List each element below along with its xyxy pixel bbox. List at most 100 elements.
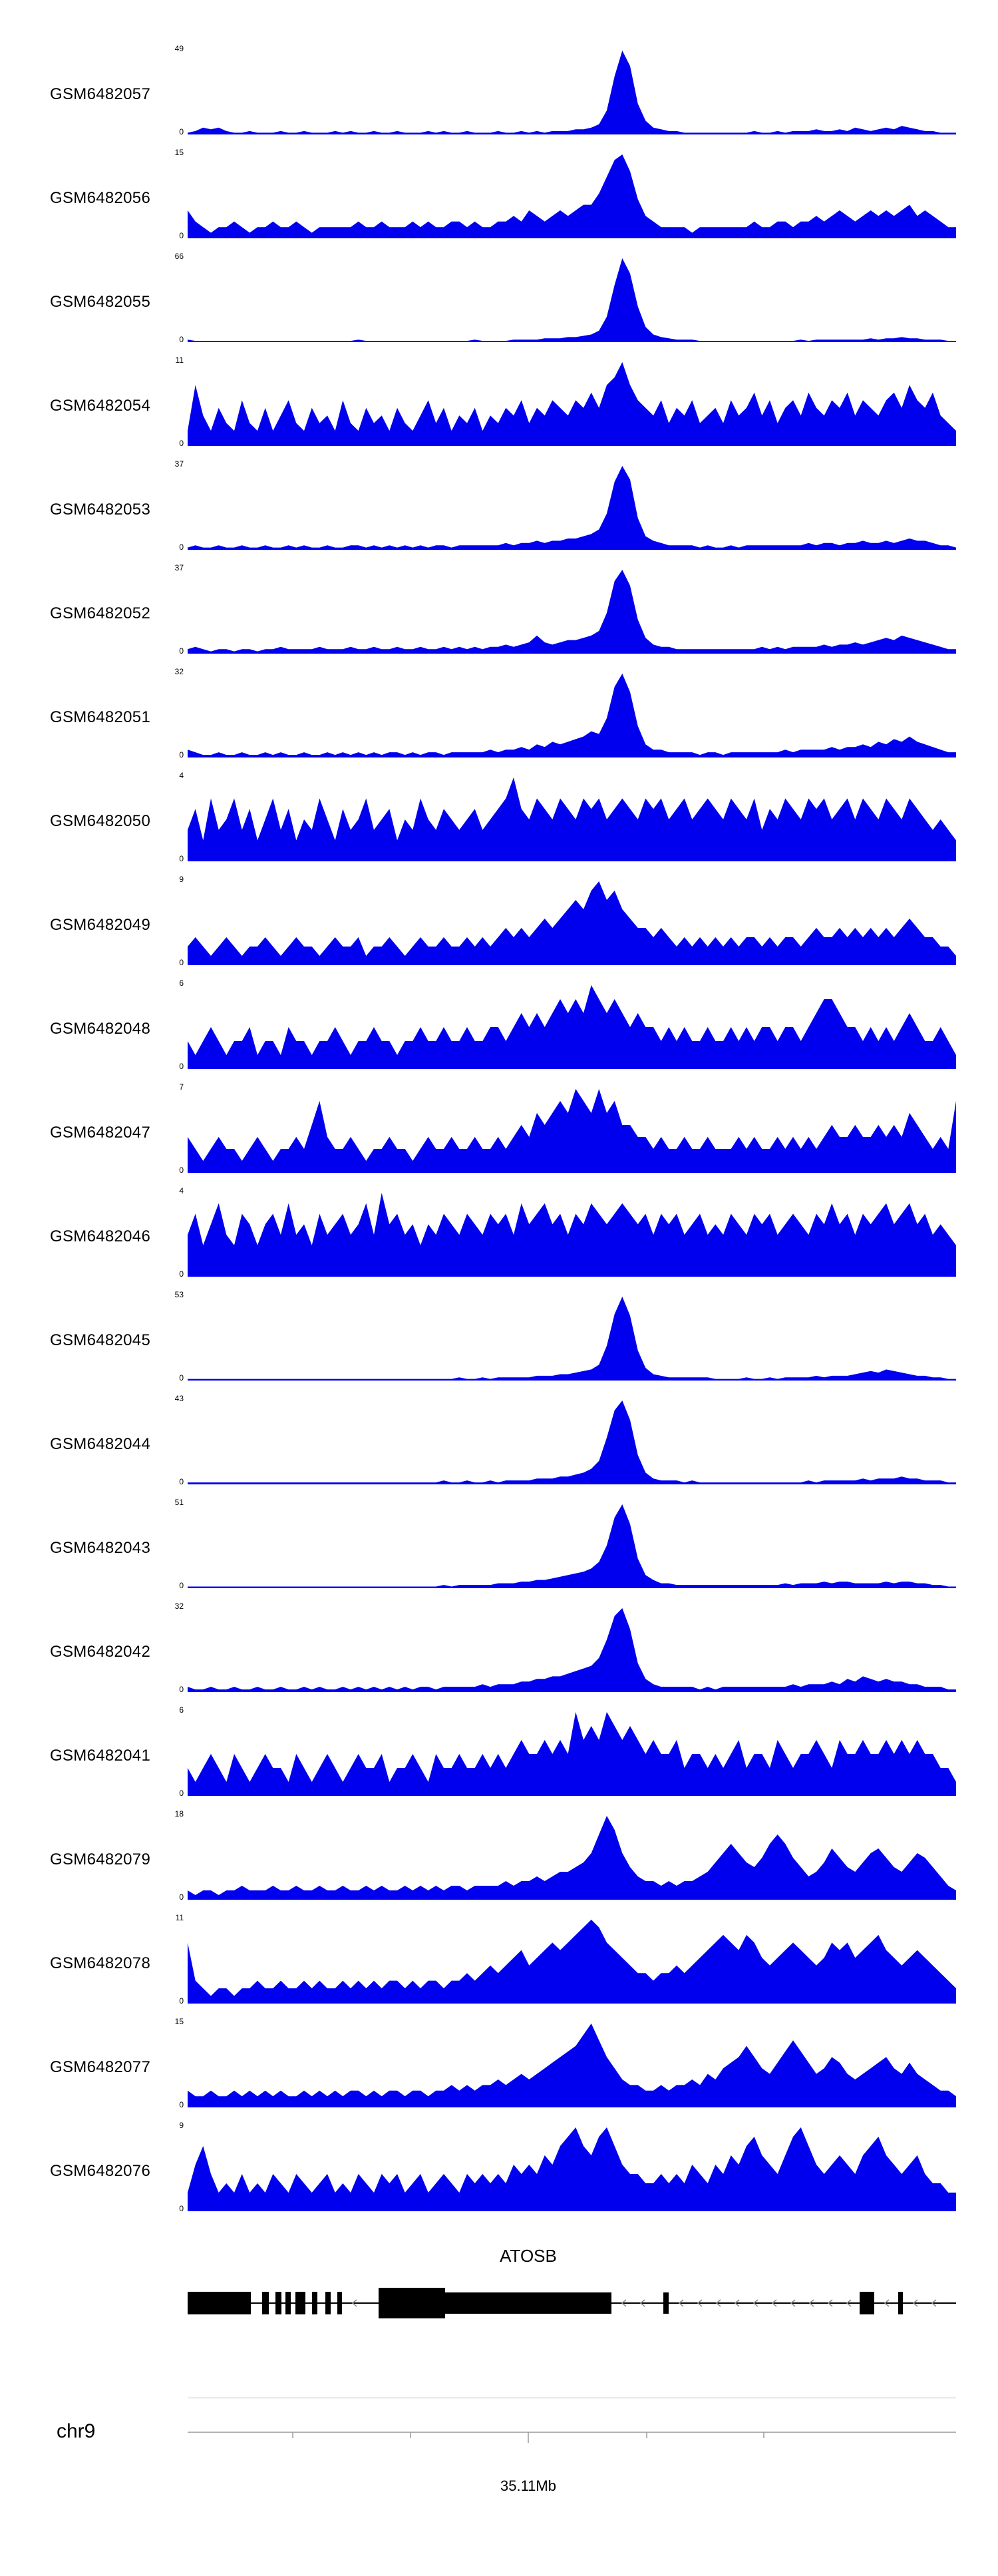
track-label: GSM6482077 xyxy=(50,2058,151,2076)
track-label: GSM6482054 xyxy=(50,397,151,415)
track-row-GSM6482047: GSM6482047 7 0 xyxy=(0,1081,998,1185)
genome-axis-svg: 35.11Mb xyxy=(188,2432,956,2494)
track-row-GSM6482053: GSM6482053 37 0 xyxy=(0,458,998,562)
signal-plot: 18 0 xyxy=(175,1810,956,1901)
yaxis-zero-label: 0 xyxy=(179,335,184,344)
yaxis-max-label: 11 xyxy=(175,355,184,365)
signal-area xyxy=(188,51,956,134)
yaxis-zero-label: 0 xyxy=(179,1166,184,1175)
track-row-GSM6482044: GSM6482044 43 0 xyxy=(0,1393,998,1496)
signal-area xyxy=(188,1400,956,1484)
yaxis-max-label: 6 xyxy=(179,1705,184,1715)
signal-plot: 49 0 xyxy=(175,45,956,136)
track-row-GSM6482079: GSM6482079 18 0 xyxy=(0,1808,998,1912)
yaxis-zero-label: 0 xyxy=(179,750,184,759)
signal-plot: 51 0 xyxy=(175,1498,956,1590)
track-label: GSM6482041 xyxy=(50,1747,151,1765)
track-label: GSM6482056 xyxy=(50,189,151,207)
track-label: GSM6482046 xyxy=(50,1227,151,1245)
yaxis-max-label: 9 xyxy=(179,875,184,884)
track-label: GSM6482047 xyxy=(50,1124,151,1142)
yaxis-zero-label: 0 xyxy=(179,1373,184,1383)
yaxis-zero-label: 0 xyxy=(179,1477,184,1486)
signal-plot: 37 0 xyxy=(175,564,956,655)
yaxis-zero-label: 0 xyxy=(179,1269,184,1279)
signal-area xyxy=(188,1816,956,1900)
yaxis-zero-label: 0 xyxy=(179,2204,184,2213)
yaxis-max-label: 15 xyxy=(174,148,184,157)
gene-structure xyxy=(188,2288,956,2318)
yaxis-max-label: 66 xyxy=(174,252,184,261)
yaxis-zero-label: 0 xyxy=(179,1789,184,1798)
track-row-GSM6482057: GSM6482057 49 0 xyxy=(0,43,998,146)
track-label: GSM6482052 xyxy=(50,604,151,622)
signal-area xyxy=(188,1920,956,2004)
yaxis-max-label: 7 xyxy=(179,1082,184,1092)
track-row-GSM6482048: GSM6482048 6 0 xyxy=(0,977,998,1081)
signal-plot: 11 0 xyxy=(176,1914,956,2005)
track-row-GSM6482051: GSM6482051 32 0 xyxy=(0,666,998,769)
signal-plot: 32 0 xyxy=(175,668,956,759)
yaxis-zero-label: 0 xyxy=(179,854,184,863)
signal-area xyxy=(188,2127,956,2211)
track-label: GSM6482049 xyxy=(50,916,151,934)
yaxis-zero-label: 0 xyxy=(179,439,184,448)
track-label: GSM6482079 xyxy=(50,1850,151,1868)
yaxis-zero-label: 0 xyxy=(179,127,184,136)
track-row-GSM6482043: GSM6482043 51 0 xyxy=(0,1496,998,1600)
signal-area xyxy=(188,154,956,238)
signal-area xyxy=(188,881,956,965)
track-label: GSM6482078 xyxy=(50,1954,151,1972)
track-row-GSM6482046: GSM6482046 4 0 xyxy=(0,1185,998,1289)
signal-area xyxy=(188,466,956,550)
yaxis-max-label: 32 xyxy=(174,667,184,676)
signal-plot: 66 0 xyxy=(175,252,956,343)
signal-area xyxy=(188,1193,956,1277)
signal-area xyxy=(188,1089,956,1173)
signal-plot: 43 0 xyxy=(175,1395,956,1486)
yaxis-max-label: 9 xyxy=(179,2121,184,2130)
yaxis-zero-label: 0 xyxy=(179,542,184,552)
track-label: GSM6482076 xyxy=(50,2162,151,2180)
yaxis-max-label: 18 xyxy=(174,1809,184,1819)
track-label: GSM6482050 xyxy=(50,812,151,830)
yaxis-max-label: 32 xyxy=(174,1602,184,1611)
signal-area xyxy=(188,362,956,446)
signal-area xyxy=(188,570,956,654)
signal-plot: 15 0 xyxy=(175,2018,956,2109)
chromosome-label: chr9 xyxy=(57,2420,96,2442)
yaxis-zero-label: 0 xyxy=(179,2100,184,2109)
signal-area xyxy=(188,258,956,342)
track-label: GSM6482055 xyxy=(50,293,151,311)
yaxis-zero-label: 0 xyxy=(179,1581,184,1590)
signal-area xyxy=(188,777,956,861)
gene-model-svg: ATOSB xyxy=(188,2246,956,2318)
track-row-GSM6482041: GSM6482041 6 0 xyxy=(0,1704,998,1808)
track-row-GSM6482045: GSM6482045 53 0 xyxy=(0,1289,998,1393)
track-row-GSM6482077: GSM6482077 15 0 xyxy=(0,2016,998,2119)
track-row-GSM6482050: GSM6482050 4 0 xyxy=(0,769,998,873)
track-row-GSM6482052: GSM6482052 37 0 xyxy=(0,562,998,666)
signal-plot: 15 0 xyxy=(175,148,956,240)
signal-area xyxy=(188,1712,956,1796)
yaxis-max-label: 11 xyxy=(175,1913,184,1922)
track-label: GSM6482044 xyxy=(50,1435,151,1453)
yaxis-max-label: 51 xyxy=(174,1498,184,1507)
yaxis-max-label: 43 xyxy=(174,1394,184,1403)
signal-area xyxy=(188,2024,956,2107)
yaxis-max-label: 37 xyxy=(174,459,184,469)
axis-position-label: 35.11Mb xyxy=(500,2477,556,2494)
yaxis-max-label: 6 xyxy=(179,978,184,988)
track-row-GSM6482055: GSM6482055 66 0 xyxy=(0,250,998,354)
signal-area xyxy=(188,1504,956,1588)
yaxis-zero-label: 0 xyxy=(179,646,184,656)
yaxis-max-label: 4 xyxy=(179,771,184,780)
track-label: GSM6482051 xyxy=(50,708,151,726)
track-label: GSM6482057 xyxy=(50,85,151,103)
